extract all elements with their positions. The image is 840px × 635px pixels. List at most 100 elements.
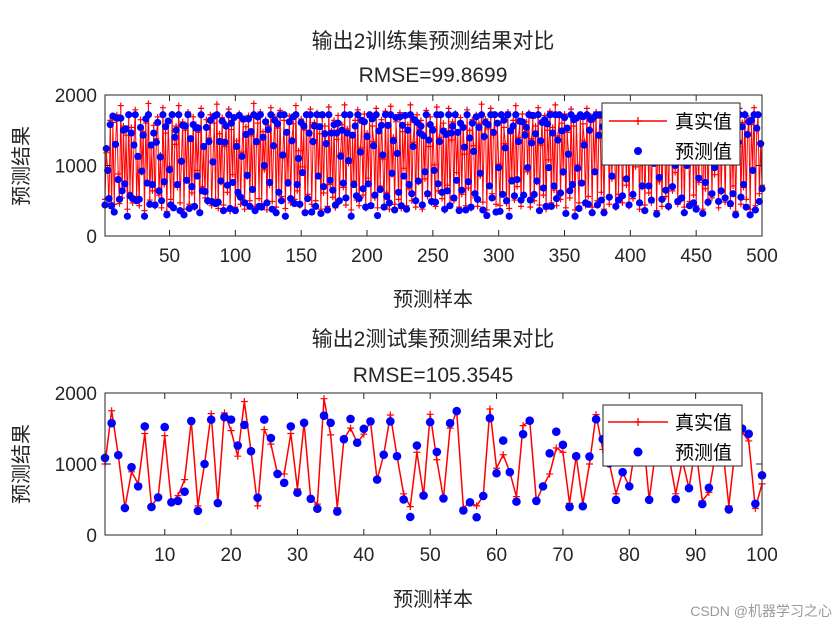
predicted-value-point xyxy=(354,111,362,119)
predicted-value-point xyxy=(215,137,224,146)
predicted-value-point xyxy=(542,202,550,210)
predicted-value-point xyxy=(262,118,270,126)
predicted-value-point xyxy=(466,134,474,142)
chart-subtitle: RMSE=105.3545 xyxy=(353,364,514,387)
predicted-value-point xyxy=(229,178,237,187)
predicted-value-point xyxy=(571,451,581,461)
predicted-value-point xyxy=(430,166,438,175)
predicted-value-point xyxy=(350,180,358,189)
predicted-value-point xyxy=(418,201,426,209)
predicted-value-point xyxy=(334,119,342,127)
predicted-value-point xyxy=(213,498,223,508)
predicted-value-point xyxy=(377,121,386,129)
true-value-marker xyxy=(234,452,242,460)
true-value-marker xyxy=(282,205,289,212)
predicted-value-point xyxy=(246,446,256,456)
predicted-value-point xyxy=(287,195,295,203)
predicted-value-point xyxy=(319,411,329,421)
predicted-value-point xyxy=(231,207,239,215)
predicted-value-point xyxy=(451,111,459,119)
predicted-value-point xyxy=(452,406,462,416)
predicted-value-point xyxy=(480,132,488,141)
predicted-value-point xyxy=(118,187,126,195)
predicted-value-point xyxy=(184,111,192,119)
predicted-value-point xyxy=(383,192,391,201)
predicted-value-point xyxy=(167,498,176,507)
true-value-marker xyxy=(562,204,569,211)
predicted-value-point xyxy=(277,197,286,205)
predicted-value-point xyxy=(754,111,762,119)
true-value-marker xyxy=(365,175,372,182)
true-value-marker xyxy=(413,448,421,456)
predicted-value-point xyxy=(664,202,673,210)
true-value-marker xyxy=(198,105,205,112)
predicted-value-point xyxy=(714,197,723,206)
predicted-value-point xyxy=(470,147,478,155)
predicted-value-point xyxy=(263,199,271,207)
true-value-marker xyxy=(645,189,652,196)
predicted-value-point xyxy=(593,201,602,209)
predicted-value-point xyxy=(514,137,523,146)
true-value-marker xyxy=(167,196,174,203)
predicted-value-point xyxy=(426,121,434,129)
predicted-value-point xyxy=(749,166,757,175)
true-value-marker xyxy=(448,137,455,144)
predicted-value-point xyxy=(376,185,384,194)
true-value-marker xyxy=(220,201,227,208)
x-axis-label: 预测样本 xyxy=(393,588,473,611)
predicted-value-point xyxy=(279,478,289,488)
predicted-value-point xyxy=(409,142,417,151)
predicted-value-point xyxy=(608,172,616,180)
predicted-value-point xyxy=(213,111,221,119)
predicted-value-point xyxy=(550,182,558,190)
true-value-marker xyxy=(287,429,295,437)
predicted-value-point xyxy=(645,182,653,190)
true-value-marker xyxy=(493,201,500,208)
predicted-value-point xyxy=(445,418,455,428)
predicted-value-point xyxy=(635,199,644,207)
predicted-value-point xyxy=(414,177,422,185)
true-value-marker xyxy=(470,142,477,149)
true-value-marker xyxy=(233,137,240,144)
predicted-value-point xyxy=(113,450,123,460)
predicted-value-point xyxy=(326,176,334,184)
predicted-value-point xyxy=(107,202,116,210)
predicted-value-point xyxy=(459,123,467,132)
predicted-value-point xyxy=(219,207,228,215)
predicted-value-point xyxy=(259,415,269,424)
predicted-value-point xyxy=(146,200,154,208)
predicted-value-point xyxy=(455,207,463,215)
true-value-marker xyxy=(473,502,481,510)
x-tick-label: 400 xyxy=(614,246,646,267)
predicted-value-point xyxy=(147,141,155,149)
predicted-value-point xyxy=(711,164,719,172)
predicted-value-point xyxy=(286,422,296,431)
predicted-value-point xyxy=(543,120,551,128)
true-value-marker xyxy=(327,431,335,439)
predicted-value-point xyxy=(489,128,498,136)
true-value-marker xyxy=(229,171,236,178)
predicted-value-point xyxy=(226,415,236,424)
predicted-value-point xyxy=(591,414,601,424)
predicted-value-point xyxy=(743,130,752,139)
true-value-marker xyxy=(512,102,519,109)
predicted-value-point xyxy=(335,197,343,205)
predicted-value-point xyxy=(425,136,433,144)
predicted-value-point xyxy=(293,488,302,498)
predicted-value-point xyxy=(160,422,170,432)
predicted-value-point xyxy=(532,496,541,506)
predicted-value-point xyxy=(483,211,491,220)
predicted-value-point xyxy=(339,179,347,187)
predicted-value-point xyxy=(742,203,750,211)
predicted-value-point xyxy=(505,212,513,220)
predicted-value-point xyxy=(202,123,210,132)
predicted-value-point xyxy=(180,211,188,219)
true-value-marker xyxy=(124,206,131,213)
true-value-marker xyxy=(348,206,355,213)
predicted-value-point xyxy=(393,149,401,158)
predicted-value-point xyxy=(404,126,412,134)
legend-label-predicted: 预测值 xyxy=(675,442,732,464)
predicted-value-point xyxy=(171,133,179,141)
true-value-marker xyxy=(213,101,220,108)
